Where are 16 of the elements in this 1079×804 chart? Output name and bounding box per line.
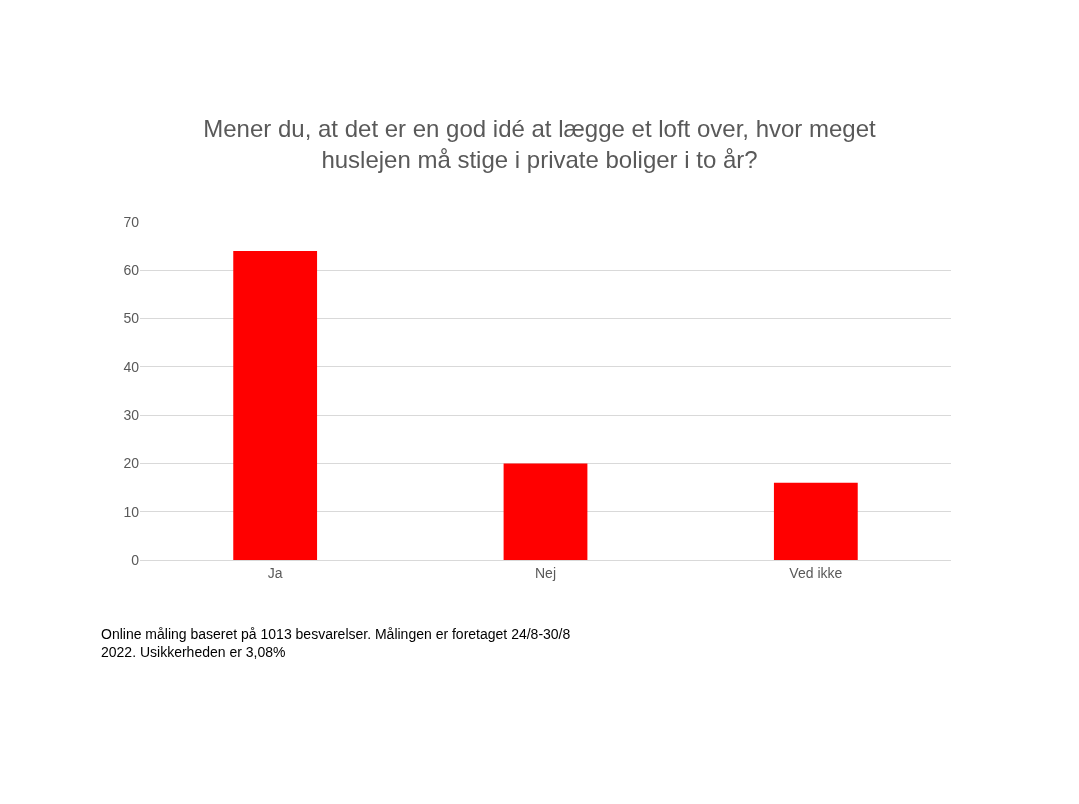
x-tick-label: Ved ikke — [789, 564, 843, 581]
y-tick-label: 20 — [123, 455, 140, 472]
y-tick-label: 0 — [131, 551, 140, 568]
x-tick-label: Nej — [534, 564, 557, 581]
y-tick-label: 40 — [123, 358, 140, 375]
bar — [233, 250, 318, 560]
x-tick-label: Ja — [267, 564, 283, 581]
bar — [773, 482, 858, 560]
y-tick-label: 30 — [123, 407, 140, 424]
bar — [503, 463, 588, 560]
y-tick-label: 70 — [123, 213, 140, 230]
y-tick-label: 50 — [123, 310, 140, 327]
text: Online måling baseret på 1013 besvarelser. Målingen er foretaget 24/8-30/8 2022. Usikkerheden er 3,08% — [101, 626, 571, 661]
y-tick-label: 10 — [123, 503, 140, 520]
chart-title: Mener du, at det er en god idé at lægge et loft over, hvor meget huslejen må stige i private boliger i to år? — [203, 114, 877, 173]
y-tick-label: 60 — [123, 262, 140, 279]
